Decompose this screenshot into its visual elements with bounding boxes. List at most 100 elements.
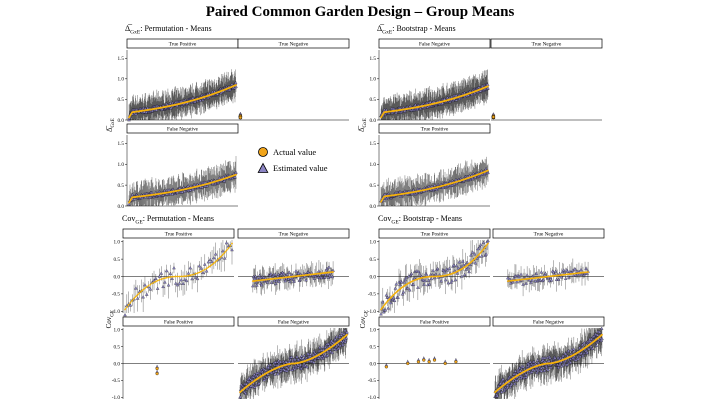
estimated-point: [398, 190, 402, 194]
panel-title-sub: GxE: [130, 29, 141, 36]
estimated-point: [167, 188, 171, 192]
estimated-point: [470, 92, 474, 96]
estimated-point: [150, 190, 154, 195]
estimated-point: [175, 190, 180, 194]
estimated-point: [233, 175, 237, 179]
estimated-point: [268, 273, 273, 277]
panel-title-sub: GE: [391, 219, 399, 226]
estimated-point: [194, 275, 198, 279]
estimated-point: [261, 275, 266, 279]
panel-title-symbol: Δ̅: [377, 24, 383, 33]
estimated-point: [233, 81, 238, 85]
trend-line: [124, 243, 233, 310]
estimated-point: [186, 271, 191, 275]
estimated-point: [134, 286, 138, 290]
estimated-point: [198, 98, 203, 102]
estimated-point: [134, 111, 138, 116]
estimated-point: [300, 275, 304, 279]
estimated-point: [190, 277, 194, 281]
estimated-point: [274, 281, 278, 285]
estimated-point: [294, 269, 298, 273]
estimated-point: [399, 194, 403, 198]
y-tick-label: 1.0: [370, 162, 377, 168]
estimated-point: [486, 170, 490, 175]
estimated-point: [143, 283, 147, 287]
estimated-point: [154, 108, 159, 112]
y-tick-label: -1.0: [112, 395, 121, 401]
estimated-point: [255, 283, 259, 287]
y-tick-label: 1.5: [118, 141, 125, 147]
trend-line: [380, 169, 489, 203]
estimated-point: [223, 256, 227, 260]
panel-title-sub: GxE: [382, 29, 393, 36]
estimated-point: [206, 260, 211, 264]
facet-strip: [237, 228, 350, 239]
estimated-point: [473, 175, 478, 179]
estimated-point: [382, 107, 387, 112]
y-tick-label: -0.5: [112, 292, 121, 298]
y-tick-label: 0.0: [370, 274, 377, 280]
estimated-point: [183, 277, 187, 281]
estimated-point: [182, 189, 187, 193]
facet-strip-label: False Negative: [278, 320, 310, 326]
estimated-point: [321, 345, 325, 349]
facet-false-negative: False Negative 0.0 0.5 1.0 1.5: [370, 38, 491, 124]
facet-strip-label: True Positive: [421, 232, 449, 238]
chart-1: False Negative 0.0 0.5 1.0 1.5 True Negative T…: [370, 38, 603, 210]
estimated-point: [292, 279, 296, 283]
actual-point: [235, 173, 237, 176]
data-points: [155, 364, 159, 376]
facet-strip-label: False Negative: [419, 42, 451, 48]
estimated-point: [282, 271, 286, 276]
data-points: [379, 238, 490, 316]
estimated-point: [277, 279, 281, 283]
panel-title-rest: : Bootstrap - Means: [398, 214, 463, 223]
y-tick-label: 0.5: [114, 257, 121, 263]
estimated-point: [486, 86, 490, 90]
y-tick-label: 0.0: [370, 204, 377, 210]
estimated-point: [141, 295, 145, 299]
data-points: [379, 69, 490, 120]
estimated-point: [170, 192, 175, 196]
estimated-point: [204, 269, 209, 273]
estimated-point: [323, 275, 327, 279]
facet-strip-label: True Positive: [421, 127, 449, 133]
actual-point: [238, 116, 242, 120]
facet-true-positive: True Positive -1.0 -0.5 0.0 0.5 1.0: [368, 228, 491, 316]
estimated-point: [326, 275, 331, 279]
estimated-point: [296, 271, 301, 275]
estimated-point: [269, 272, 273, 276]
estimated-point: [433, 183, 437, 187]
panel-title-rest: : Bootstrap - Means: [392, 24, 456, 33]
estimated-point: [254, 280, 258, 284]
estimated-point: [325, 272, 330, 276]
y-tick-label: 0.0: [114, 361, 121, 367]
panel-title-symbol: Cov: [122, 214, 136, 223]
estimated-point: [230, 82, 234, 86]
y-tick-label: -0.5: [112, 378, 121, 384]
estimated-point: [128, 303, 133, 307]
y-tick-label: 1.0: [370, 77, 377, 83]
data-points: [238, 111, 243, 120]
trend-line: [380, 85, 489, 118]
estimated-point: [285, 272, 289, 276]
estimated-point: [159, 271, 163, 275]
estimated-point: [200, 185, 205, 189]
y-tick-label: 1.0: [370, 240, 377, 246]
chart-2: True Positive -1.0 -0.5 0.0 0.5 1.0 True Negat…: [112, 228, 350, 401]
estimated-point: [123, 313, 127, 317]
actual-point: [491, 115, 495, 119]
estimated-point: [228, 87, 232, 91]
chart-0: True Positive 0.0 0.5 1.0 1.5 True Negative Fa…: [118, 38, 350, 210]
estimated-point: [168, 191, 173, 195]
actual-point: [155, 372, 159, 376]
estimated-point: [133, 197, 137, 201]
estimated-point: [288, 279, 292, 283]
estimated-point: [179, 278, 183, 282]
estimated-point: [162, 188, 167, 193]
main-title: Paired Common Garden Design – Group Mean…: [205, 4, 515, 20]
y-tick-label: 0.5: [370, 183, 377, 189]
estimated-point: [255, 276, 260, 280]
estimated-point: [155, 286, 160, 290]
